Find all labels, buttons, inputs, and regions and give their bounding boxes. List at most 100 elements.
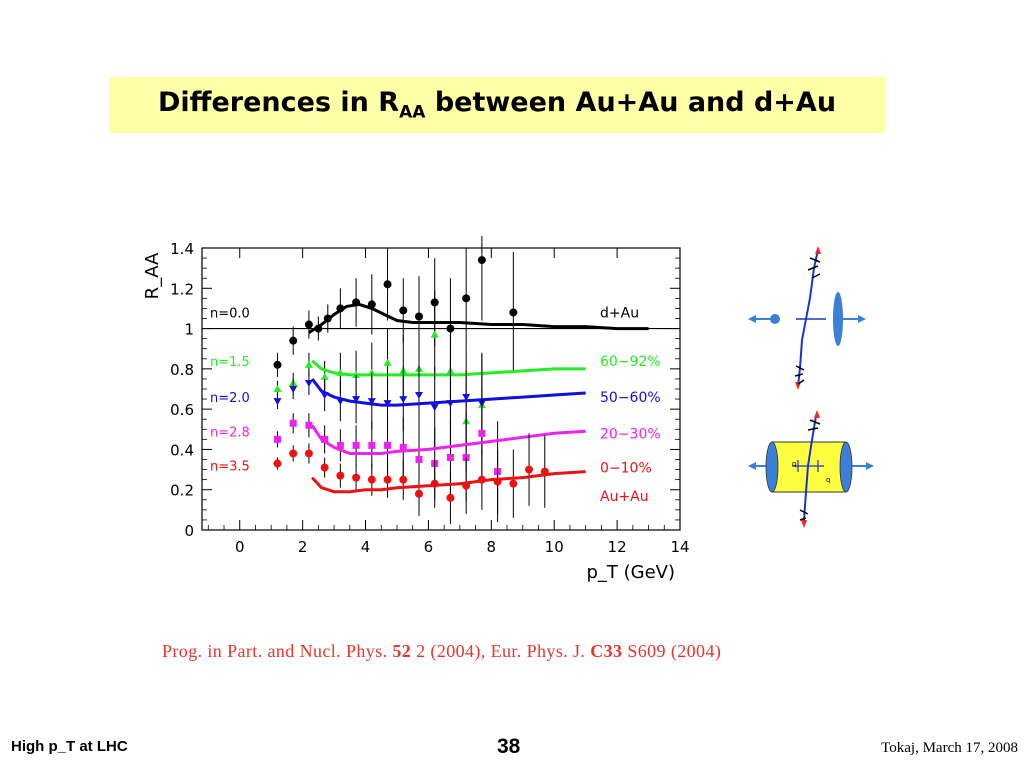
AuAu-collision-diagram: q q <box>748 410 874 528</box>
title-main: Differences in R <box>157 87 400 119</box>
series-0-point <box>336 304 345 313</box>
series-1-curve <box>311 359 586 377</box>
series-3-point <box>478 429 486 437</box>
x-tick-label: 0 <box>235 538 245 556</box>
x-axis-label: p_T (GeV) <box>586 562 675 583</box>
ref-part2: 2 (2004), Eur. Phys. J. <box>411 641 591 661</box>
plot-frame <box>201 247 681 531</box>
series-0-point <box>304 320 313 329</box>
series-2-point <box>462 394 471 402</box>
series-4-point <box>273 459 282 468</box>
series-4-point <box>493 477 502 486</box>
series-4-point <box>399 475 408 484</box>
title-box: Differences in RAA between Au+Au and d+A… <box>109 77 885 133</box>
series-4-point <box>446 493 455 502</box>
series-3-point <box>305 421 313 429</box>
series-2-point <box>399 396 408 404</box>
series-4-point <box>352 473 361 482</box>
ref-vol2: C33 <box>590 641 623 661</box>
series-0-point <box>383 280 392 289</box>
y-tick-label: 0 <box>184 522 194 540</box>
footer-date: Tokaj, March 17, 2008 <box>881 740 1018 756</box>
series-0-point <box>367 300 376 309</box>
series-3-point <box>321 435 329 443</box>
title-rest: between Au+Au and d+Au <box>425 87 837 119</box>
series-2-point <box>430 404 439 412</box>
footer-title: High p_T at LHC <box>11 738 128 755</box>
series-0-point <box>352 298 361 307</box>
series-3-point <box>415 456 423 463</box>
series-4-point <box>540 467 549 476</box>
series-1-point <box>352 370 361 378</box>
series-0-point <box>477 256 486 265</box>
AuAu-schematic: q q <box>748 410 874 528</box>
series-2-point <box>336 398 345 406</box>
reference-citation: Prog. in Part. and Nucl. Phys. 52 2 (200… <box>162 641 721 662</box>
quark-label-left: q <box>792 460 796 468</box>
series-2-n-label: n=2.0 <box>210 391 250 406</box>
series-4-point <box>383 475 392 484</box>
series-0-point <box>323 314 332 323</box>
series-4-point <box>289 449 298 458</box>
series-0-point <box>399 306 408 315</box>
x-tick-label: 4 <box>361 538 371 556</box>
series-3-point <box>352 441 360 449</box>
series-4-point <box>477 475 486 484</box>
quark-label-right: q <box>826 476 830 484</box>
raa-chart: 0 0.2 0.4 0.6 0.8 1 1.2 1.4 0 2 4 6 8 10 12 14 R_AA p_T (… <box>142 236 690 583</box>
series-1-point <box>273 385 282 392</box>
series-3-legend-label: 20−30% <box>600 426 661 442</box>
series-0-point <box>509 308 518 317</box>
series-2-legend-label: 50−60% <box>600 390 661 406</box>
series-3-point <box>384 441 392 449</box>
series-2-point <box>383 400 392 408</box>
AuAu-label: Au+Au <box>600 489 649 505</box>
y-tick-label: 0.4 <box>170 441 194 459</box>
y-tick-label: 1.4 <box>170 240 194 258</box>
ref-part1: Prog. in Part. and Nucl. Phys. <box>162 641 393 661</box>
series-3-point <box>273 435 281 443</box>
series-4-curve <box>311 470 586 494</box>
series-1-n-label: n=1.5 <box>210 355 250 370</box>
series-4-legend-label: 0−10% <box>600 461 652 477</box>
series-4-point <box>462 481 471 490</box>
y-tick-label: 0.8 <box>170 361 194 379</box>
y-tick-label: 1.2 <box>170 280 194 298</box>
dAu-collision-diagram <box>748 246 866 390</box>
x-tick-label: 2 <box>298 538 308 556</box>
ref-part3: S609 (2004) <box>622 641 722 661</box>
series-1-point <box>320 372 329 380</box>
series-2-curve <box>310 377 586 407</box>
series-4-point <box>414 489 423 498</box>
x-tick-label: 12 <box>608 538 627 556</box>
series-2-point <box>414 392 423 400</box>
series-0-point <box>289 336 298 345</box>
series-0-n-label: n=0.0 <box>210 306 250 321</box>
series-4-point <box>525 465 534 474</box>
y-tick-label: 0.2 <box>170 482 194 500</box>
series-4-n-label: n=3.5 <box>210 460 250 475</box>
series-4-point <box>304 449 313 458</box>
series-0-point <box>273 360 282 369</box>
series-1-point <box>304 360 313 368</box>
slide-title: Differences in RAA between Au+Au and d+A… <box>158 87 836 122</box>
x-tick-label: 10 <box>545 538 564 556</box>
y-tick-label: 0.6 <box>170 401 194 419</box>
series-3-point <box>368 441 376 449</box>
series-3-point <box>446 453 454 461</box>
series-0-legend-label: d+Au <box>600 305 639 321</box>
series-4-point <box>336 471 345 480</box>
series-2-point <box>304 379 313 387</box>
series-2-point <box>446 400 455 408</box>
series-1-legend-label: 60−92% <box>600 354 661 370</box>
series-1-point <box>367 368 376 376</box>
series-3-n-label: n=2.8 <box>210 425 250 440</box>
x-tick-label: 14 <box>670 538 689 556</box>
series-3-point <box>289 419 297 427</box>
series-2-point <box>320 392 329 400</box>
series-1-point <box>383 358 392 366</box>
title-subscript: AA <box>399 102 426 123</box>
series-0-point <box>414 312 423 321</box>
series-4-point <box>367 475 376 484</box>
series-0-point <box>314 324 323 333</box>
